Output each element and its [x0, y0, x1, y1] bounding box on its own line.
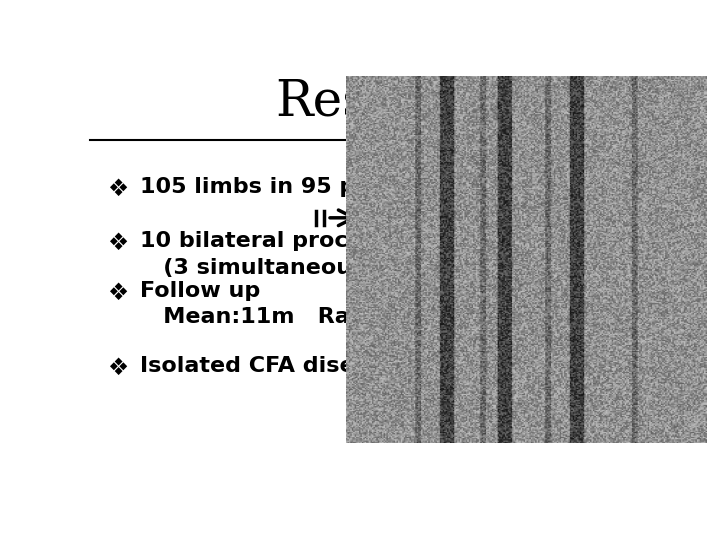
Text: Isolated CFA disease 25%: Isolated CFA disease 25% [140, 356, 459, 376]
Text: Follow up
   Mean:11m   Range: 1-76m: Follow up Mean:11m Range: 1-76m [140, 281, 492, 327]
Text: ❖: ❖ [107, 177, 128, 201]
Text: ❖: ❖ [107, 281, 128, 305]
Text: CRT2011: CRT2011 [22, 501, 172, 530]
Text: 10 bilateral procedures
   (3 simultaneous): 10 bilateral procedures (3 simultaneous) [140, 231, 434, 278]
Text: ❖: ❖ [107, 231, 128, 255]
Text: Results: Results [276, 78, 462, 127]
Text: 105 limbs in 95 patients: 105 limbs in 95 patients [140, 177, 444, 197]
Text: ❖: ❖ [107, 356, 128, 380]
